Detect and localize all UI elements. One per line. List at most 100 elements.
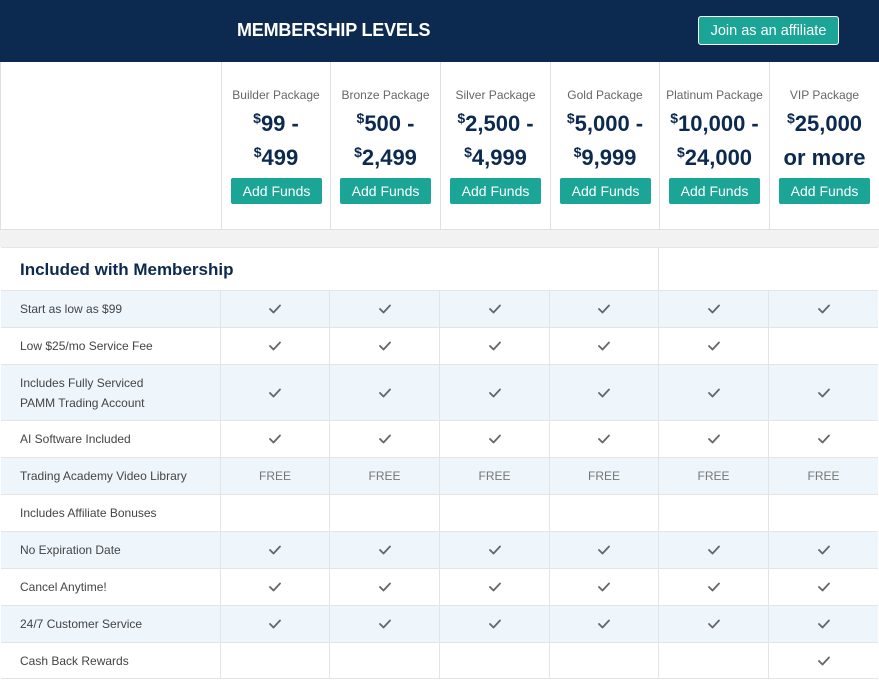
package-name: Platinum Package — [666, 88, 763, 102]
feature-cell — [439, 421, 549, 457]
check-icon — [378, 341, 391, 351]
table-row: Includes Affiliate Bonuses — [1, 494, 878, 531]
add-funds-button[interactable]: Add Funds — [779, 178, 870, 204]
add-funds-button[interactable]: Add Funds — [231, 178, 322, 204]
check-icon — [488, 434, 501, 444]
currency-symbol: $ — [676, 144, 685, 160]
price-line: 9,999 — [581, 145, 637, 170]
check-icon — [817, 619, 830, 629]
check-icon — [817, 545, 830, 555]
feature-cell — [549, 569, 658, 605]
check-icon — [269, 304, 281, 314]
feature-cell — [768, 532, 878, 568]
package-name: Bronze Package — [341, 88, 430, 102]
check-icon — [378, 545, 391, 555]
feature-cell — [220, 291, 329, 327]
package-column: Bronze Package $500 - $2,499 Add Funds — [330, 62, 440, 230]
feature-cell — [220, 421, 329, 457]
package-column: VIP Package $25,000 or more Add Funds — [769, 62, 879, 230]
feature-cell: FREE — [768, 458, 878, 494]
feature-cell — [658, 569, 768, 605]
check-icon — [707, 619, 720, 629]
check-icon — [817, 434, 830, 444]
package-price: $2,500 - $4,999 — [441, 104, 550, 172]
table-row: Trading Academy Video Library FREE FREE FRE… — [1, 457, 878, 494]
feature-cell — [329, 643, 439, 679]
price-line: 499 — [261, 145, 299, 170]
check-icon — [817, 656, 830, 666]
check-icon — [488, 341, 501, 351]
price-line: 5,000 - — [574, 111, 644, 136]
package-name: Gold Package — [567, 88, 643, 102]
feature-cell — [220, 606, 329, 642]
feature-cell — [439, 495, 549, 531]
package-name: Silver Package — [455, 88, 536, 102]
feature-cell — [768, 643, 878, 679]
feature-cell — [220, 365, 329, 420]
section-gap — [0, 230, 879, 247]
package-column: Platinum Package $10,000 - $24,000 Add Fund… — [659, 62, 769, 230]
header-bar: MEMBERSHIP LEVELS Join as an affiliate — [0, 0, 879, 62]
add-funds-button[interactable]: Add Funds — [669, 178, 760, 204]
feature-cell — [658, 532, 768, 568]
check-icon — [598, 434, 610, 444]
check-icon — [378, 582, 391, 592]
check-icon — [707, 304, 720, 314]
feature-cell — [768, 291, 878, 327]
check-icon — [817, 388, 830, 397]
section-divider — [658, 248, 659, 291]
feature-cell — [220, 569, 329, 605]
feature-label: 24/7 Customer Service — [20, 617, 143, 631]
feature-value: FREE — [368, 469, 401, 483]
feature-cell — [439, 291, 549, 327]
table-row: Cash Back Rewards — [1, 642, 878, 679]
check-icon — [378, 434, 391, 444]
currency-symbol: $ — [670, 110, 679, 126]
feature-cell — [768, 421, 878, 457]
check-icon — [488, 619, 501, 629]
feature-cell — [768, 365, 878, 420]
check-icon — [269, 341, 281, 351]
feature-label: Cash Back Rewards — [20, 654, 129, 668]
add-funds-button[interactable]: Add Funds — [560, 178, 651, 204]
check-icon — [707, 388, 720, 397]
feature-cell — [439, 532, 549, 568]
price-line: 2,499 — [361, 145, 417, 170]
table-row: AI Software Included — [1, 420, 878, 457]
feature-label: Includes Affiliate Bonuses — [20, 506, 157, 520]
check-icon — [707, 582, 720, 592]
package-price: $99 - $499 — [222, 104, 330, 172]
package-price: $25,000 or more — [770, 104, 879, 172]
feature-cell — [768, 328, 878, 364]
feature-cell — [549, 365, 658, 420]
feature-cell: FREE — [329, 458, 439, 494]
feature-cell: FREE — [220, 458, 329, 494]
check-icon — [378, 388, 391, 397]
currency-symbol: $ — [354, 144, 362, 160]
check-icon — [598, 388, 610, 397]
price-line: 2,500 - — [465, 111, 534, 136]
check-icon — [598, 619, 610, 629]
feature-value: FREE — [697, 469, 730, 483]
package-name: Builder Package — [232, 88, 320, 102]
feature-cell — [768, 495, 878, 531]
check-icon — [269, 434, 281, 444]
feature-cell — [220, 643, 329, 679]
price-line: or more — [783, 145, 866, 170]
feature-cell — [658, 643, 768, 679]
currency-symbol: $ — [253, 110, 261, 126]
package-price: $5,000 - $9,999 — [551, 104, 659, 172]
check-icon — [707, 341, 720, 351]
currency-symbol: $ — [573, 144, 582, 160]
feature-cell — [329, 532, 439, 568]
table-row: Start as low as $99 — [1, 290, 878, 327]
table-row: Includes Fully Serviced PAMM Trading Acc… — [1, 364, 878, 420]
join-affiliate-button[interactable]: Join as an affiliate — [698, 16, 839, 45]
check-icon — [269, 545, 281, 555]
add-funds-button[interactable]: Add Funds — [340, 178, 431, 204]
section-title: Included with Membership — [20, 260, 234, 279]
feature-cell — [549, 532, 658, 568]
feature-cell: FREE — [658, 458, 768, 494]
add-funds-button[interactable]: Add Funds — [450, 178, 541, 204]
feature-value: FREE — [478, 469, 511, 483]
